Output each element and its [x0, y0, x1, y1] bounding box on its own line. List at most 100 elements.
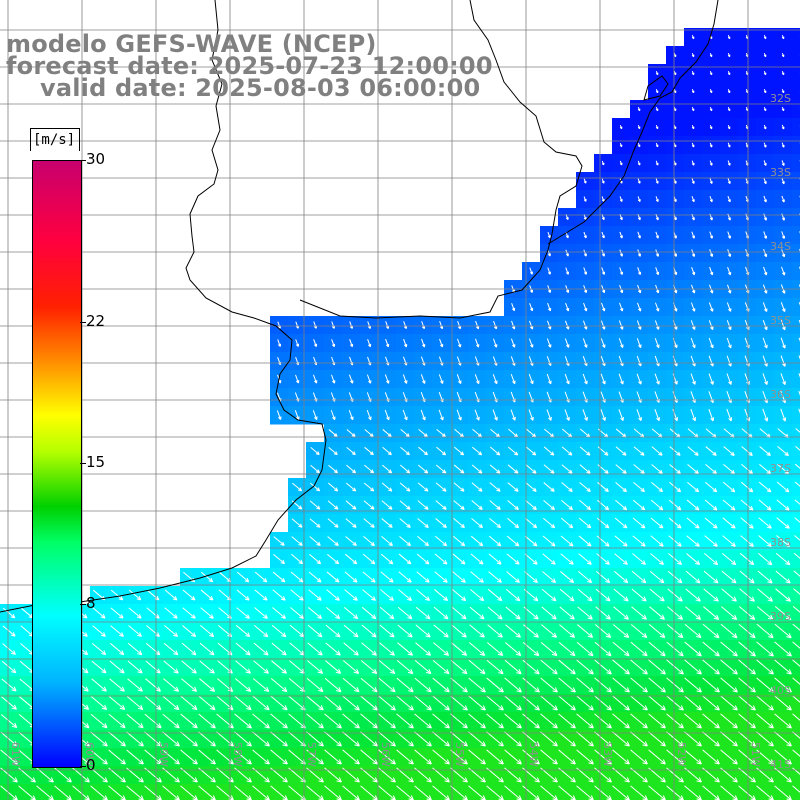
- wind-arrow: [439, 321, 444, 330]
- wind-arrow: [740, 517, 754, 529]
- wind-arrow: [655, 196, 659, 203]
- wind-arrow: [2, 643, 16, 655]
- wind-arrow: [200, 571, 214, 583]
- wind-arrow: [668, 517, 682, 529]
- wind-arrow: [722, 499, 736, 511]
- wind-arrow: [596, 517, 610, 529]
- wind-arrow: [583, 196, 587, 202]
- wind-arrow: [762, 373, 768, 385]
- wind-arrow: [345, 518, 357, 528]
- wind-arrow: [382, 464, 393, 474]
- wind-arrow: [511, 303, 516, 312]
- wind-arrow: [312, 410, 318, 421]
- wind-arrow: [381, 482, 393, 492]
- wind-arrow: [547, 267, 552, 275]
- wind-arrow: [781, 142, 785, 148]
- wind-arrow: [666, 623, 684, 639]
- longitude-label: 61W: [9, 742, 22, 767]
- wind-arrow: [505, 606, 521, 620]
- wind-arrow: [313, 374, 318, 384]
- wind-arrow: [666, 695, 684, 711]
- wind-arrow: [438, 409, 444, 421]
- wind-arrow: [727, 35, 731, 40]
- field-cell: [792, 766, 800, 785]
- wind-arrow: [525, 446, 537, 456]
- wind-arrow: [720, 677, 738, 693]
- wind-arrow: [110, 625, 124, 637]
- wind-arrow: [576, 713, 594, 729]
- wind-arrow: [470, 553, 484, 565]
- wind-arrow: [418, 446, 428, 456]
- wind-arrow: [309, 536, 321, 546]
- wind-arrow: [291, 518, 303, 528]
- wind-arrow: [558, 659, 576, 675]
- wind-arrow: [594, 713, 612, 729]
- wind-arrow: [631, 570, 647, 584]
- wind-arrow: [234, 695, 252, 711]
- wind-arrow: [703, 553, 719, 566]
- field-cell: [198, 784, 217, 800]
- wind-arrow: [619, 231, 623, 239]
- wind-arrow: [792, 713, 800, 721]
- wind-arrow: [216, 749, 234, 765]
- wind-arrow: [396, 713, 414, 729]
- wind-arrow: [564, 373, 570, 385]
- wind-arrow: [492, 409, 498, 421]
- wind-arrow: [576, 641, 594, 657]
- field-cell: [576, 784, 595, 800]
- wind-arrow: [90, 713, 108, 729]
- wind-arrow: [702, 659, 720, 675]
- wind-arrow: [325, 607, 341, 620]
- wind-arrow: [360, 677, 378, 693]
- wind-arrow: [597, 482, 609, 493]
- wind-arrow: [468, 659, 486, 675]
- wind-arrow: [781, 195, 785, 203]
- field-cell: [792, 604, 800, 623]
- longitude-labels: 61W 60W 59W 58W 57W 56W 55W 54W 53W 52W 51W: [9, 742, 762, 767]
- wind-arrow: [558, 731, 576, 747]
- wind-arrow: [738, 659, 756, 675]
- wind-arrow: [420, 374, 426, 384]
- field-cell: [792, 136, 800, 155]
- wind-arrow: [708, 337, 714, 349]
- wind-arrow: [181, 660, 197, 674]
- field-cell: [792, 478, 800, 497]
- wind-arrow: [471, 482, 483, 492]
- wind-arrow: [398, 553, 412, 565]
- wind-arrow: [709, 107, 713, 112]
- wind-arrow: [360, 731, 378, 747]
- wind-arrow: [792, 677, 800, 685]
- wind-arrow: [399, 464, 411, 474]
- wind-arrow: [289, 624, 305, 638]
- wind-arrow: [397, 606, 413, 620]
- wind-arrow: [522, 713, 540, 729]
- colorbar-tick-mark: [80, 160, 86, 161]
- wind-arrow: [758, 499, 772, 511]
- wind-arrow: [454, 428, 464, 438]
- wind-arrow: [436, 446, 447, 456]
- wind-arrow: [366, 374, 372, 384]
- wind-arrow: [450, 749, 468, 765]
- wind-arrow: [486, 731, 504, 747]
- wind-arrow: [702, 623, 720, 639]
- wind-arrow: [328, 429, 338, 437]
- wind-arrow: [601, 231, 605, 239]
- wind-arrow: [292, 482, 303, 492]
- wind-arrow: [781, 231, 786, 239]
- wind-arrow: [252, 678, 270, 693]
- wind-arrow: [774, 641, 792, 657]
- wind-arrow: [762, 355, 768, 367]
- wind-arrow: [492, 374, 498, 385]
- field-cell: [792, 388, 800, 407]
- wind-arrow: [415, 642, 432, 656]
- wind-arrow: [363, 536, 375, 547]
- wind-arrow: [451, 606, 467, 620]
- field-cell: [756, 784, 775, 800]
- wind-arrow: [691, 107, 695, 112]
- wind-arrow: [433, 606, 449, 620]
- wind-arrow: [763, 71, 767, 76]
- wind-arrow: [504, 642, 522, 657]
- wind-arrow: [576, 695, 594, 711]
- wind-arrow: [684, 677, 702, 693]
